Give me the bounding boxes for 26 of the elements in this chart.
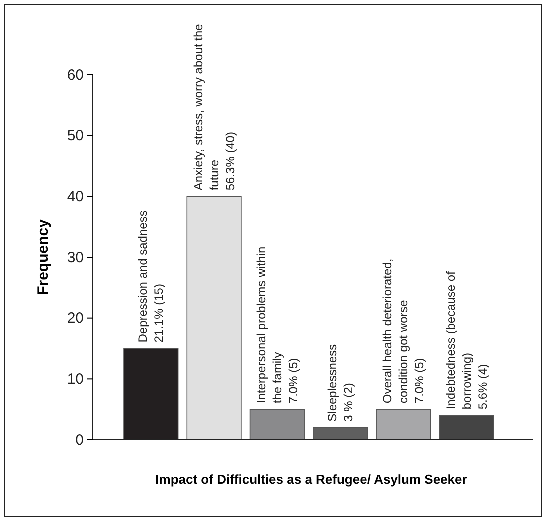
y-tick-label: 0 — [76, 432, 84, 449]
x-axis-title: Impact of Difficulties as a Refugee/ Asylum Seeker — [156, 472, 468, 487]
y-tick-label: 50 — [67, 128, 84, 145]
x-tick-label: Interpersonal problems within the family — [254, 246, 284, 404]
data-label: 5.6% (4) — [476, 364, 490, 410]
bar — [439, 415, 494, 440]
data-label: 21.1% (15) — [152, 284, 166, 343]
y-tick-label: 30 — [67, 249, 84, 266]
data-label: 7.0% (5) — [286, 358, 300, 404]
data-label: 3 % (2) — [342, 383, 356, 422]
y-tick-label: 10 — [67, 370, 84, 388]
x-tick-label: Anxiety, stress, worry about the future — [191, 24, 222, 191]
y-tick-label: 60 — [67, 66, 84, 84]
y-tick-label: 20 — [67, 310, 84, 328]
y-tick-label: 40 — [67, 188, 84, 206]
y-axis-title: Frequency — [35, 218, 52, 296]
bar — [250, 409, 305, 440]
data-label: 7.0% (5) — [412, 358, 427, 404]
x-tick-label: Depression and sadness — [136, 210, 150, 343]
bar — [186, 196, 242, 440]
data-label: 56.3% (40) — [223, 132, 238, 191]
bar — [376, 409, 432, 440]
x-tick-label: Sleeplessness — [326, 344, 340, 422]
x-tick-label: Overall health deteriorated, condition got worse — [380, 258, 411, 404]
bar — [313, 427, 368, 440]
x-tick-label: Indebtedness (because of borrowing) — [444, 270, 474, 410]
